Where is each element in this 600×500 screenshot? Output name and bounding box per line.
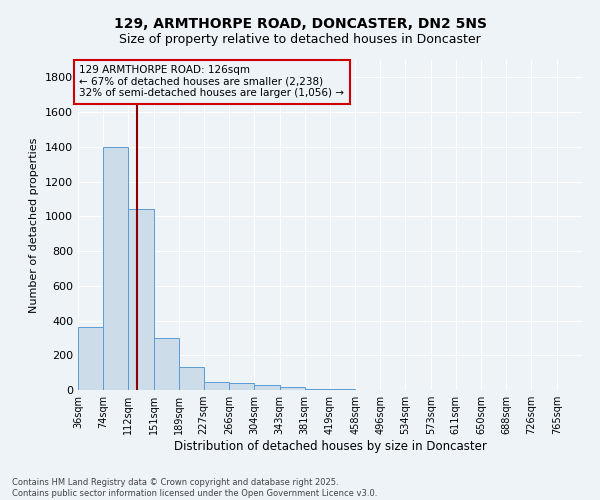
Bar: [128, 210, 154, 390]
Bar: [254, 385, 280, 390]
Text: 129, ARMTHORPE ROAD, DONCASTER, DN2 5NS: 129, ARMTHORPE ROAD, DONCASTER, DN2 5NS: [113, 18, 487, 32]
Bar: [154, 338, 179, 390]
Bar: [280, 386, 305, 390]
Bar: [305, 389, 329, 390]
X-axis label: Distribution of detached houses by size in Doncaster: Distribution of detached houses by size …: [173, 440, 487, 453]
Text: Contains HM Land Registry data © Crown copyright and database right 2025.
Contai: Contains HM Land Registry data © Crown c…: [12, 478, 377, 498]
Y-axis label: Number of detached properties: Number of detached properties: [29, 138, 40, 312]
Bar: [78, 328, 103, 390]
Bar: [203, 382, 229, 390]
Text: 129 ARMTHORPE ROAD: 126sqm
← 67% of detached houses are smaller (2,238)
32% of s: 129 ARMTHORPE ROAD: 126sqm ← 67% of deta…: [79, 65, 344, 98]
Text: Size of property relative to detached houses in Doncaster: Size of property relative to detached ho…: [119, 32, 481, 46]
Bar: [179, 368, 203, 390]
Bar: [103, 147, 128, 390]
Bar: [229, 383, 254, 390]
